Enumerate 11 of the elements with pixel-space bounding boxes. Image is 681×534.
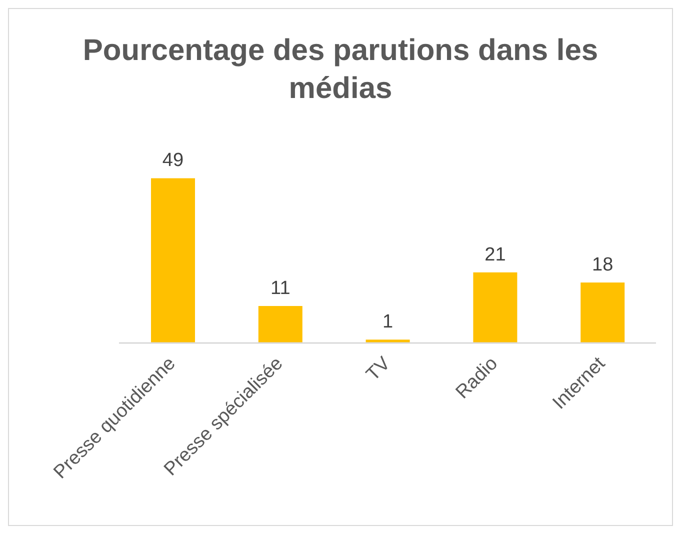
data-label: 11 xyxy=(270,278,290,300)
data-label: 1 xyxy=(382,312,394,333)
bar xyxy=(151,178,195,343)
bar xyxy=(473,272,518,343)
data-label: 49 xyxy=(162,150,184,172)
bar xyxy=(580,282,625,343)
chart-title: Pourcentage des parutions dans les médias xyxy=(82,33,600,107)
bar xyxy=(258,306,302,343)
data-label: 21 xyxy=(484,244,506,266)
data-label: 18 xyxy=(592,254,614,276)
x-tick-label: TV xyxy=(362,353,395,386)
